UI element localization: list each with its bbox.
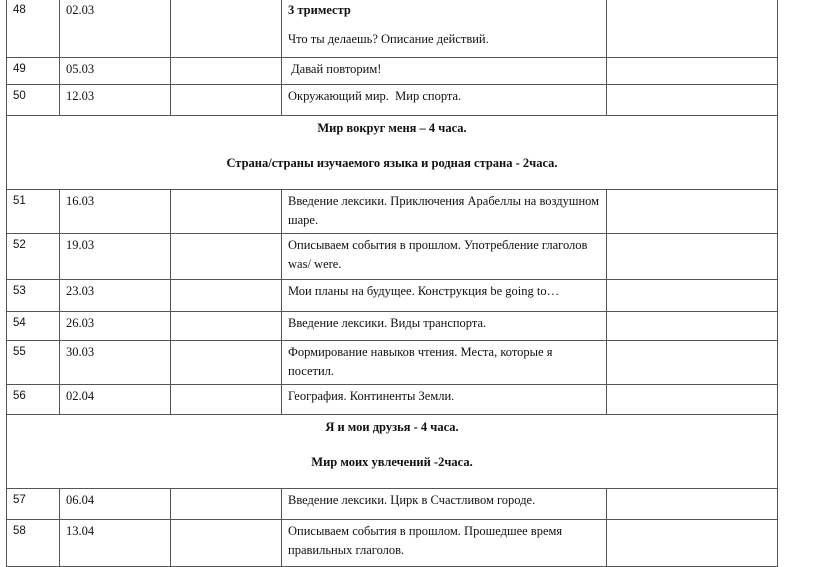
lesson-topic: Мои планы на будущее. Конструкция be goi… bbox=[281, 279, 607, 312]
lesson-number: 52 bbox=[6, 233, 60, 280]
section-heading: Я и мои друзья - 4 часа. Мир моих увлечен… bbox=[6, 414, 778, 489]
table-row: 53 23.03 Мои планы на будущее. Конструкц… bbox=[6, 279, 778, 312]
empty-cell bbox=[606, 57, 778, 85]
table-row: 52 19.03 Описываем события в прошлом. Уп… bbox=[6, 233, 778, 280]
empty-cell bbox=[606, 84, 778, 116]
lesson-date: 26.03 bbox=[59, 311, 171, 341]
section-subtitle: Мир моих увлечений -2часа. bbox=[311, 455, 473, 469]
lesson-date: 16.03 bbox=[59, 189, 171, 234]
lesson-topic: Введение лексики. Приключения Арабеллы н… bbox=[281, 189, 607, 234]
lesson-topic: География. Континенты Земли. bbox=[281, 384, 607, 415]
topic-text: Что ты делаешь? Описание действий. bbox=[288, 32, 489, 46]
table-row: 55 30.03 Формирование навыков чтения. Ме… bbox=[6, 340, 778, 385]
section-row: Мир вокруг меня – 4 часа. Страна/страны и… bbox=[6, 115, 778, 190]
empty-cell bbox=[606, 519, 778, 567]
section-heading: Мир вокруг меня – 4 часа. Страна/страны и… bbox=[6, 115, 778, 190]
empty-cell bbox=[606, 233, 778, 280]
empty-cell bbox=[170, 519, 282, 567]
empty-cell bbox=[606, 279, 778, 312]
empty-cell bbox=[170, 0, 282, 58]
table-row: 57 06.04 Введение лексики. Цирк в Счастл… bbox=[6, 488, 778, 520]
lesson-number: 58 bbox=[6, 519, 60, 567]
lesson-topic: Давай повторим! bbox=[281, 57, 607, 85]
table-row: 49 05.03 Давай повторим! bbox=[6, 57, 778, 85]
lesson-plan-table: 48 02.03 3 триместр Что ты делаешь? Описа… bbox=[6, 0, 778, 567]
empty-cell bbox=[170, 57, 282, 85]
empty-cell bbox=[606, 488, 778, 520]
lesson-date: 12.03 bbox=[59, 84, 171, 116]
empty-cell bbox=[606, 340, 778, 385]
table-row: 48 02.03 3 триместр Что ты делаешь? Описа… bbox=[6, 0, 778, 58]
lesson-topic: Введение лексики. Виды транспорта. bbox=[281, 311, 607, 341]
empty-cell bbox=[170, 311, 282, 341]
empty-cell bbox=[170, 488, 282, 520]
empty-cell bbox=[606, 384, 778, 415]
table-row: 56 02.04 География. Континенты Земли. bbox=[6, 384, 778, 415]
empty-cell bbox=[170, 384, 282, 415]
table-row: 50 12.03 Окружающий мир. Мир спорта. bbox=[6, 84, 778, 116]
lesson-topic: Окружающий мир. Мир спорта. bbox=[281, 84, 607, 116]
lesson-date: 13.04 bbox=[59, 519, 171, 567]
lesson-number: 55 bbox=[6, 340, 60, 385]
lesson-topic: Введение лексики. Цирк в Счастливом горо… bbox=[281, 488, 607, 520]
lesson-topic: Описываем события в прошлом. Употреблени… bbox=[281, 233, 607, 280]
section-row: Я и мои друзья - 4 часа. Мир моих увлечен… bbox=[6, 414, 778, 489]
lesson-date: 05.03 bbox=[59, 57, 171, 85]
empty-cell bbox=[606, 189, 778, 234]
lesson-date: 02.03 bbox=[59, 0, 171, 58]
lesson-number: 54 bbox=[6, 311, 60, 341]
empty-cell bbox=[170, 279, 282, 312]
section-title: Я и мои друзья - 4 часа. bbox=[325, 420, 459, 434]
lesson-number: 51 bbox=[6, 189, 60, 234]
empty-cell bbox=[606, 311, 778, 341]
lesson-number: 49 bbox=[6, 57, 60, 85]
lesson-topic: 3 триместр Что ты делаешь? Описание дейст… bbox=[281, 0, 607, 58]
section-title: Мир вокруг меня – 4 часа. bbox=[317, 121, 467, 135]
empty-cell bbox=[170, 84, 282, 116]
lesson-number: 53 bbox=[6, 279, 60, 312]
empty-cell bbox=[170, 340, 282, 385]
empty-cell bbox=[606, 0, 778, 58]
section-subtitle: Страна/страны изучаемого языка и родная … bbox=[226, 156, 558, 170]
lesson-date: 02.04 bbox=[59, 384, 171, 415]
empty-cell bbox=[170, 233, 282, 280]
lesson-number: 50 bbox=[6, 84, 60, 116]
lesson-date: 30.03 bbox=[59, 340, 171, 385]
lesson-date: 19.03 bbox=[59, 233, 171, 280]
term-heading: 3 триместр bbox=[288, 3, 351, 17]
lesson-topic: Описываем события в прошлом. Прошедшее в… bbox=[281, 519, 607, 567]
lesson-number: 56 bbox=[6, 384, 60, 415]
lesson-number: 57 bbox=[6, 488, 60, 520]
lesson-number: 48 bbox=[6, 0, 60, 58]
table-row: 51 16.03 Введение лексики. Приключения А… bbox=[6, 189, 778, 234]
empty-cell bbox=[170, 189, 282, 234]
lesson-date: 06.04 bbox=[59, 488, 171, 520]
table-row: 58 13.04 Описываем события в прошлом. Пр… bbox=[6, 519, 778, 567]
lesson-date: 23.03 bbox=[59, 279, 171, 312]
table-row: 54 26.03 Введение лексики. Виды транспор… bbox=[6, 311, 778, 341]
lesson-topic: Формирование навыков чтения. Места, кото… bbox=[281, 340, 607, 385]
